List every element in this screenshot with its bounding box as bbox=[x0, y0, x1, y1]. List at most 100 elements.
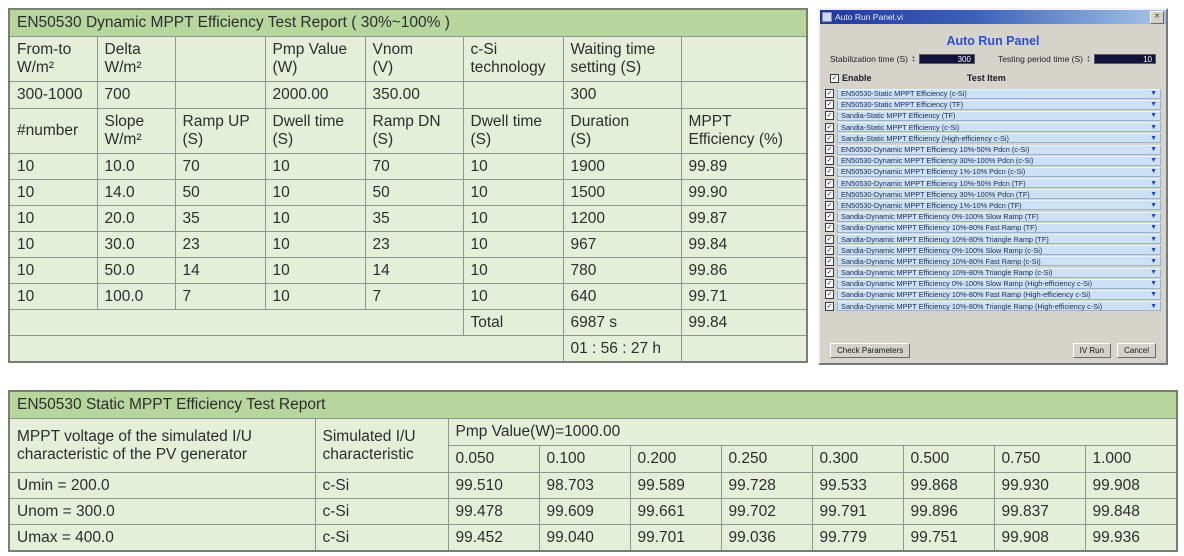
checkbox-icon[interactable]: ✓ bbox=[825, 290, 834, 300]
checkbox-icon[interactable]: ✓ bbox=[825, 133, 834, 143]
checkbox-icon[interactable]: ✓ bbox=[825, 268, 834, 278]
stabilization-time-input[interactable]: 300 bbox=[918, 54, 975, 64]
chevron-down-icon[interactable]: ▼ bbox=[1150, 146, 1157, 154]
data-cell bbox=[8, 335, 564, 363]
checkbox-icon[interactable]: ✓ bbox=[825, 178, 834, 188]
checkbox-icon[interactable]: ✓ bbox=[825, 301, 834, 311]
test-item-row[interactable]: ✓ Sandia-Static MPPT Efficiency (High-eff… bbox=[825, 133, 1161, 144]
checkbox-icon[interactable]: ✓ bbox=[825, 279, 834, 289]
test-item-row[interactable]: ✓ EN50530-Dynamic MPPT Efficiency 30%-100… bbox=[825, 155, 1161, 166]
checkbox-icon[interactable]: ✓ bbox=[825, 122, 834, 132]
close-icon[interactable]: ✕ bbox=[1150, 10, 1164, 24]
data-cell bbox=[174, 81, 266, 109]
test-item-row[interactable]: ✓ EN50530-Static MPPT Efficiency (c-Si) ▼ bbox=[825, 88, 1161, 99]
data-cell: 10 bbox=[264, 231, 366, 258]
checkbox-icon[interactable]: ✓ bbox=[825, 189, 834, 199]
test-item-label: EN50530-Static MPPT Efficiency (TF) bbox=[841, 100, 964, 110]
test-item-row[interactable]: ✓ Sandia-Static MPPT Efficiency (c-Si) ▼ bbox=[825, 122, 1161, 133]
data-cell: 350.00 bbox=[364, 81, 464, 109]
test-item-row[interactable]: ✓ Sandia-Dynamic MPPT Efficiency 10%-80% … bbox=[825, 256, 1161, 267]
test-item-list: ✓ EN50530-Static MPPT Efficiency (c-Si) ▼ … bbox=[825, 88, 1161, 312]
checkbox-icon[interactable]: ✓ bbox=[825, 89, 834, 99]
chevron-down-icon[interactable]: ▼ bbox=[1150, 168, 1157, 176]
test-item-column-label: Test Item bbox=[966, 73, 1006, 83]
test-item-row[interactable]: ✓ Sandia-Static MPPT Efficiency (TF) ▼ bbox=[825, 110, 1161, 121]
test-item-row[interactable]: ✓ EN50530-Dynamic MPPT Efficiency 10%-50%… bbox=[825, 178, 1161, 189]
chevron-down-icon[interactable]: ▼ bbox=[1150, 291, 1157, 299]
data-cell: 14 bbox=[364, 257, 464, 284]
chevron-down-icon[interactable]: ▼ bbox=[1150, 269, 1157, 277]
checkbox-icon[interactable]: ✓ bbox=[825, 234, 834, 244]
test-item-row[interactable]: ✓ EN50530-Dynamic MPPT Efficiency 1%-10% … bbox=[825, 200, 1161, 211]
checkbox-icon[interactable]: ✓ bbox=[825, 111, 834, 121]
enable-checkbox[interactable]: ✓ bbox=[830, 73, 839, 83]
test-item-row[interactable]: ✓ Sandia-Dynamic MPPT Efficiency 0%-100% … bbox=[825, 278, 1161, 289]
chevron-down-icon[interactable]: ▼ bbox=[1150, 213, 1157, 221]
window-titlebar[interactable]: Auto Run Panel.vi ✕ bbox=[820, 10, 1166, 24]
test-item-row[interactable]: ✓ Sandia-Dynamic MPPT Efficiency 0%-100% … bbox=[825, 245, 1161, 256]
data-cell: 10 bbox=[462, 283, 564, 310]
checkbox-icon[interactable]: ✓ bbox=[825, 200, 834, 210]
test-item-row[interactable]: ✓ Sandia-Dynamic MPPT Efficiency 10%-80% … bbox=[825, 222, 1161, 233]
data-cell: 99.86 bbox=[680, 257, 808, 284]
table-row: Unom = 300.0 c-Si 99.478 99.609 99.661 9… bbox=[8, 498, 1178, 525]
spinner-icon[interactable]: ▲ ▼ bbox=[911, 54, 916, 63]
checkbox-icon[interactable]: ✓ bbox=[825, 223, 834, 233]
data-cell: 23 bbox=[364, 231, 464, 258]
test-item-label: Sandia-Dynamic MPPT Efficiency 10%-80% F… bbox=[841, 256, 1041, 266]
checkbox-icon[interactable]: ✓ bbox=[825, 156, 834, 166]
chevron-down-icon[interactable]: ▼ bbox=[1150, 90, 1157, 98]
data-cell: 35 bbox=[174, 205, 266, 232]
data-cell: 23 bbox=[174, 231, 266, 258]
data-cell: 967 bbox=[562, 231, 682, 258]
data-cell: 99.848 bbox=[1084, 498, 1178, 525]
test-item-row[interactable]: ✓ EN50530-Static MPPT Efficiency (TF) ▼ bbox=[825, 99, 1161, 110]
table-row: 10 50.0 14 10 14 10 780 99.86 bbox=[8, 257, 808, 284]
chevron-down-icon[interactable]: ▼ bbox=[1150, 123, 1157, 131]
chevron-down-icon[interactable]: ▼ bbox=[1150, 101, 1157, 109]
testing-period-input[interactable]: 10 bbox=[1094, 54, 1156, 64]
checkbox-icon[interactable]: ✓ bbox=[825, 100, 834, 110]
chevron-down-icon[interactable]: ▼ bbox=[1150, 134, 1157, 142]
test-item-row[interactable]: ✓ Sandia-Dynamic MPPT Efficiency 10%-80% … bbox=[825, 233, 1161, 245]
test-item-row[interactable]: ✓ Sandia-Dynamic MPPT Efficiency 0%-100% … bbox=[825, 211, 1161, 222]
chevron-down-icon[interactable]: ▼ bbox=[1150, 302, 1157, 310]
data-cell: 700 bbox=[96, 81, 176, 109]
spinner-icon[interactable]: ▲ ▼ bbox=[1086, 54, 1091, 63]
chevron-down-icon[interactable]: ▼ bbox=[1150, 179, 1157, 187]
test-item-row[interactable]: ✓ EN50530-Dynamic MPPT Efficiency 10%-50%… bbox=[825, 144, 1161, 155]
data-cell: 10 bbox=[8, 257, 98, 284]
test-item-row[interactable]: ✓ EN50530-Dynamic MPPT Efficiency 1%-10% … bbox=[825, 166, 1161, 177]
header-cell: MPPT voltage of the simulated I/U charac… bbox=[8, 418, 316, 473]
checkbox-icon[interactable]: ✓ bbox=[825, 256, 834, 266]
chevron-down-icon[interactable]: ▼ bbox=[1150, 157, 1157, 165]
table-row: 10 20.0 35 10 35 10 1200 99.87 bbox=[8, 205, 808, 232]
cancel-button[interactable]: Cancel bbox=[1117, 343, 1156, 358]
check-parameters-button[interactable]: Check Parameters bbox=[830, 343, 911, 358]
chevron-down-icon[interactable]: ▼ bbox=[1150, 224, 1157, 232]
chevron-down-icon[interactable]: ▼ bbox=[1150, 235, 1157, 243]
test-item-row[interactable]: ✓ Sandia-Dynamic MPPT Efficiency 10%-80% … bbox=[825, 267, 1161, 278]
checkbox-icon[interactable]: ✓ bbox=[825, 167, 834, 177]
chevron-down-icon[interactable]: ▼ bbox=[1150, 201, 1157, 209]
test-item-row[interactable]: ✓ Sandia-Dynamic MPPT Efficiency 10%-80% … bbox=[825, 289, 1161, 300]
iv-run-button[interactable]: IV Run bbox=[1072, 343, 1112, 358]
elapsed-time: 01 : 56 : 27 h bbox=[562, 335, 682, 363]
auto-run-panel-window: Auto Run Panel.vi ✕ Auto Run Panel Stabi… bbox=[818, 8, 1168, 365]
data-cell bbox=[680, 81, 808, 109]
test-item-row[interactable]: ✓ Sandia-Dynamic MPPT Efficiency 10%-80% … bbox=[825, 301, 1161, 312]
chevron-down-icon[interactable]: ▼ bbox=[1150, 112, 1157, 120]
header-cell: Simulated I/U characteristic bbox=[314, 418, 449, 473]
chevron-down-icon[interactable]: ▼ bbox=[1150, 246, 1157, 254]
header-cell: 0.050 bbox=[447, 445, 540, 473]
chevron-down-icon[interactable]: ▼ bbox=[1150, 257, 1157, 265]
header-cell bbox=[680, 36, 808, 82]
checkbox-icon[interactable]: ✓ bbox=[825, 245, 834, 255]
checkbox-icon[interactable]: ✓ bbox=[825, 145, 834, 155]
chevron-down-icon[interactable]: ▼ bbox=[1150, 280, 1157, 288]
test-item-row[interactable]: ✓ EN50530-Dynamic MPPT Efficiency 30%-100… bbox=[825, 189, 1161, 200]
table-title: EN50530 Dynamic MPPT Efficiency Test Rep… bbox=[8, 8, 808, 37]
chevron-down-icon[interactable]: ▼ bbox=[1150, 190, 1157, 198]
data-cell: 10 bbox=[8, 283, 98, 310]
checkbox-icon[interactable]: ✓ bbox=[825, 212, 834, 222]
